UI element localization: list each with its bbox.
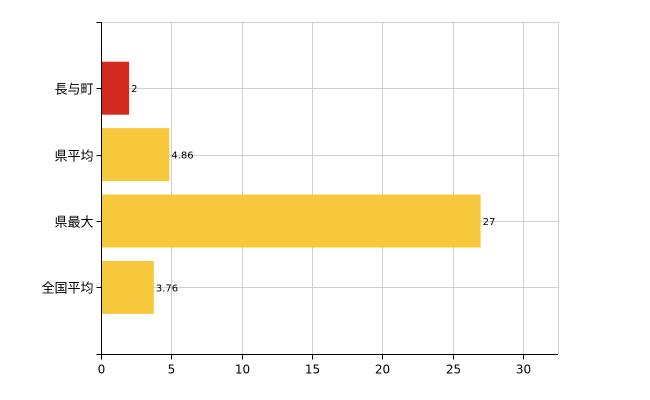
category-label-2: 県最大 (54, 216, 93, 231)
data-label-2: 27 (483, 217, 496, 228)
x-tick-label-0: 0 (98, 363, 106, 377)
x-tick-label-2: 10 (235, 363, 250, 377)
bar-2 (102, 194, 481, 248)
axis-layer (96, 22, 558, 360)
category-label-3: 全国平均 (41, 281, 93, 297)
x-tick-label-5: 25 (446, 363, 461, 377)
grid-layer (101, 22, 559, 354)
x-tick-label-4: 20 (375, 363, 390, 377)
bar-3 (102, 260, 154, 314)
data-label-1: 4.86 (171, 151, 193, 162)
bar-0 (102, 61, 130, 115)
x-tick-label-6: 30 (516, 363, 531, 377)
data-label-3: 3.76 (156, 283, 178, 294)
category-label-0: 長与町 (54, 83, 93, 98)
x-tick-label-1: 5 (168, 363, 176, 377)
x-tick-label-3: 15 (305, 363, 320, 377)
data-label-0: 2 (131, 84, 137, 95)
category-label-1: 県平均 (54, 150, 93, 165)
bar-layer (102, 61, 481, 314)
bar-1 (102, 128, 170, 182)
